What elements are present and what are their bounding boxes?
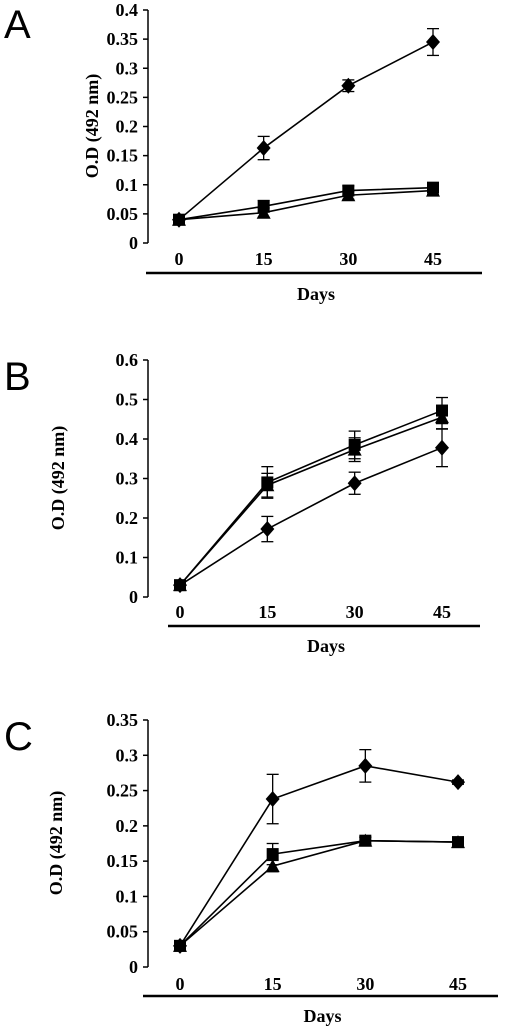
data-point — [256, 140, 271, 157]
x-tick-label: 0 — [176, 602, 185, 622]
y-tick-label: 0.35 — [107, 29, 139, 49]
data-point — [266, 848, 279, 861]
y-tick-label: 0.05 — [107, 204, 139, 224]
y-tick-label: 0.2 — [116, 816, 139, 836]
series-line — [179, 839, 459, 947]
data-point — [426, 34, 440, 51]
y-tick-label: 0.2 — [116, 508, 139, 528]
x-tick-label: 0 — [175, 249, 184, 269]
data-point — [358, 757, 373, 774]
y-tick-label: 0.25 — [107, 87, 139, 107]
y-tick-label: 0 — [129, 587, 138, 607]
y-tick-label: 0.1 — [116, 175, 139, 195]
series-triangle — [173, 833, 465, 952]
data-point — [435, 410, 449, 424]
y-tick-label: 0.4 — [116, 0, 139, 20]
data-point — [256, 205, 271, 219]
panel-label: B — [4, 355, 31, 399]
y-tick-label: 0.6 — [116, 350, 139, 370]
x-tick-label: 15 — [258, 602, 276, 622]
y-tick-label: 0 — [129, 233, 138, 253]
data-point — [260, 478, 275, 492]
y-tick-label: 0.15 — [107, 146, 139, 166]
data-point — [451, 835, 465, 849]
y-axis-title: O.D (492 nm) — [82, 74, 103, 179]
data-point — [341, 77, 356, 94]
y-tick-label: 0.3 — [116, 745, 139, 765]
y-tick-label: 0.25 — [107, 781, 139, 801]
y-axis-title: O.D (492 nm) — [48, 426, 69, 531]
y-tick-label: 0 — [129, 957, 138, 977]
data-point — [173, 578, 187, 592]
y-tick-label: 0.5 — [116, 390, 139, 410]
y-tick-label: 0.2 — [116, 117, 139, 137]
x-tick-label: 30 — [339, 249, 357, 269]
y-tick-label: 0.1 — [116, 886, 139, 906]
series-line — [179, 416, 443, 586]
x-axis-title: Days — [297, 284, 335, 304]
x-tick-label: 0 — [176, 974, 185, 994]
panel-b: B 0 0.1 0.2 0.3 0.4 0.5 0.6 O.D (492 nm) 0 15 30 45 D… — [4, 350, 480, 656]
x-tick-label: 15 — [264, 974, 282, 994]
x-axis-title: Days — [307, 636, 345, 656]
series-line — [178, 41, 434, 221]
series-square — [174, 834, 464, 952]
x-tick-label: 45 — [433, 602, 451, 622]
x-tick-label: 30 — [356, 974, 374, 994]
series-diamond — [173, 428, 449, 594]
x-tick-label: 30 — [346, 602, 364, 622]
data-point — [451, 774, 465, 791]
x-tick-label: 45 — [424, 249, 442, 269]
panel-a: A 0 0.05 0.1 0.15 0.2 0.25 0.3 0.35 0.4 O.D (492 n… — [4, 0, 482, 304]
y-tick-label: 0.3 — [116, 469, 139, 489]
series-line — [179, 765, 459, 947]
data-point — [265, 791, 280, 808]
y-tick-label: 0.1 — [116, 548, 139, 568]
data-point — [347, 475, 362, 492]
data-point — [265, 859, 280, 873]
y-tick-label: 0.3 — [116, 58, 139, 78]
series-line — [179, 839, 459, 947]
y-tick-label: 0.05 — [107, 922, 139, 942]
data-point — [347, 442, 362, 456]
panel-c: C 0 0.05 0.1 0.15 0.2 0.25 0.3 0.35 O.D (492 nm) 0… — [4, 710, 498, 1026]
series-line — [179, 446, 443, 586]
y-tick-label: 0.15 — [107, 851, 139, 871]
series-line — [179, 409, 443, 586]
data-point — [173, 938, 187, 952]
data-point — [260, 521, 275, 538]
x-tick-label: 15 — [255, 249, 273, 269]
series-triangle — [172, 183, 440, 226]
data-point — [426, 183, 440, 197]
y-tick-label: 0.4 — [116, 429, 139, 449]
y-axis-title: O.D (492 nm) — [46, 791, 67, 896]
y-tick-label: 0.35 — [107, 710, 139, 730]
data-point — [435, 439, 449, 456]
panel-label: A — [4, 3, 31, 47]
panel-label: C — [4, 715, 33, 759]
series-diamond — [173, 748, 465, 954]
x-tick-label: 45 — [449, 974, 467, 994]
data-point — [341, 188, 356, 202]
series-triangle — [173, 404, 449, 592]
series-line — [178, 186, 434, 221]
data-point — [358, 833, 373, 847]
series-line — [178, 189, 434, 221]
data-point — [172, 212, 186, 226]
x-axis-title: Days — [303, 1006, 341, 1026]
